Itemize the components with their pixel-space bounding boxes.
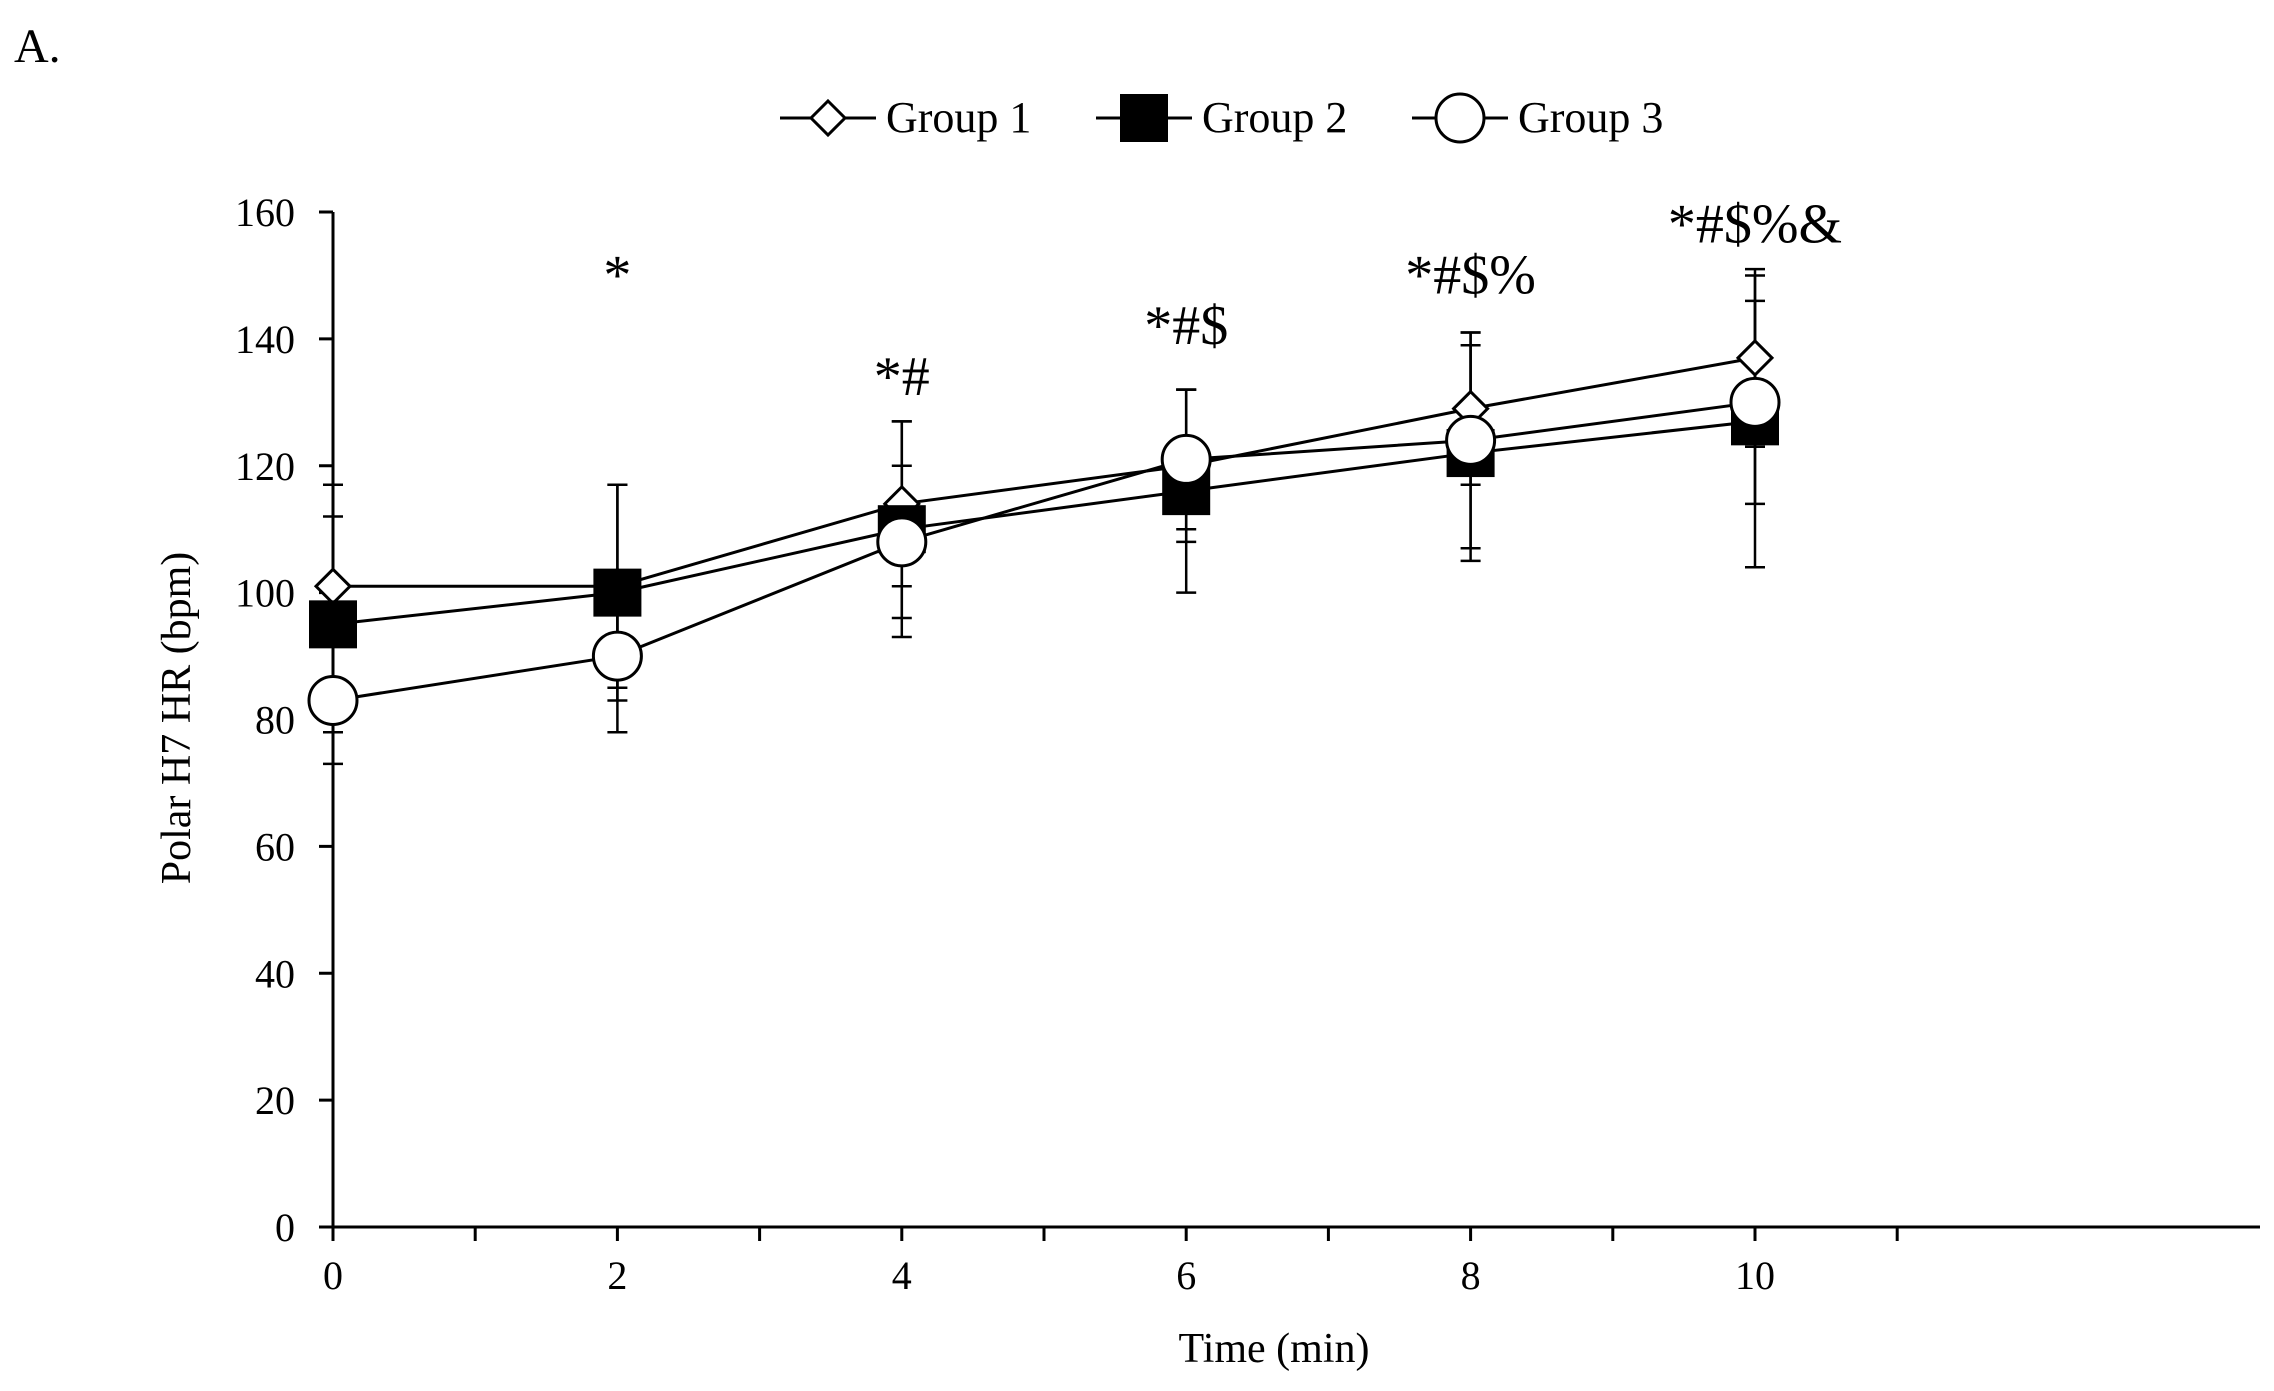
series-group-3-points xyxy=(307,376,1781,726)
data-point xyxy=(1445,414,1497,466)
legend-entry-group-2: Group 2 xyxy=(1096,93,1347,142)
significance-annotation: *#$% xyxy=(1405,244,1536,306)
data-point xyxy=(876,516,928,568)
x-axis-title: Time (min) xyxy=(1179,1326,1370,1372)
significance-annotation: *# xyxy=(874,346,930,408)
legend-marker xyxy=(808,98,848,138)
legend-label: Group 1 xyxy=(886,93,1031,142)
legend-marker xyxy=(1434,92,1486,144)
y-tick-label: 80 xyxy=(255,698,295,743)
data-point xyxy=(1160,433,1212,485)
x-tick-label: 0 xyxy=(323,1253,343,1298)
legend-entry-group-3: Group 3 xyxy=(1412,92,1663,144)
data-point xyxy=(313,567,353,606)
series-group-3-line xyxy=(332,400,1756,702)
y-tick-label: 40 xyxy=(255,951,295,996)
series-group-1-line xyxy=(333,356,1756,588)
legend-marker xyxy=(1120,94,1168,142)
series-group-2-line xyxy=(332,419,1756,626)
x-tick-label: 4 xyxy=(892,1253,912,1298)
y-tick-label: 140 xyxy=(235,317,295,362)
data-point xyxy=(307,674,359,726)
data-point xyxy=(309,600,357,649)
significance-annotation: *#$ xyxy=(1144,295,1228,357)
x-tick-label: 10 xyxy=(1735,1253,1775,1298)
y-tick-label: 100 xyxy=(235,571,295,616)
data-point xyxy=(1735,338,1775,378)
y-tick-label: 120 xyxy=(235,444,295,489)
legend-label: Group 2 xyxy=(1202,93,1347,142)
y-tick-label: 60 xyxy=(255,824,295,869)
significance-annotation: * xyxy=(603,244,631,306)
series-group-2-error-bars xyxy=(323,274,1765,734)
y-axis-title: Polar H7 HR (bpm) xyxy=(154,552,200,884)
data-point xyxy=(593,568,642,617)
x-tick-label: 8 xyxy=(1461,1253,1481,1298)
panel-label: A. xyxy=(14,20,61,73)
x-tick-label: 2 xyxy=(607,1253,627,1298)
legend-label: Group 3 xyxy=(1518,93,1663,142)
y-tick-label: 160 xyxy=(235,190,295,235)
series-group-3-error-bars xyxy=(323,299,1765,766)
series-group-2-points xyxy=(309,397,1779,649)
series-group-1-points xyxy=(313,338,1775,606)
y-tick-label: 20 xyxy=(255,1078,295,1123)
data-point xyxy=(591,630,643,682)
x-tick-label: 6 xyxy=(1176,1253,1196,1298)
y-tick-label: 0 xyxy=(275,1205,295,1250)
series-group-1-error-bars xyxy=(323,267,1765,690)
data-point xyxy=(1729,376,1781,428)
plot-area: * *# *#$ *#$% *#$%& xyxy=(307,194,1842,766)
legend: Group 1 Group 2 Group 3 xyxy=(780,92,1663,144)
axes: 0 20 40 60 80 100 120 140 160 0 2 4 6 8 10 xyxy=(235,190,2260,1298)
significance-annotation: *#$%& xyxy=(1668,194,1842,256)
legend-entry-group-1: Group 1 xyxy=(780,93,1031,142)
